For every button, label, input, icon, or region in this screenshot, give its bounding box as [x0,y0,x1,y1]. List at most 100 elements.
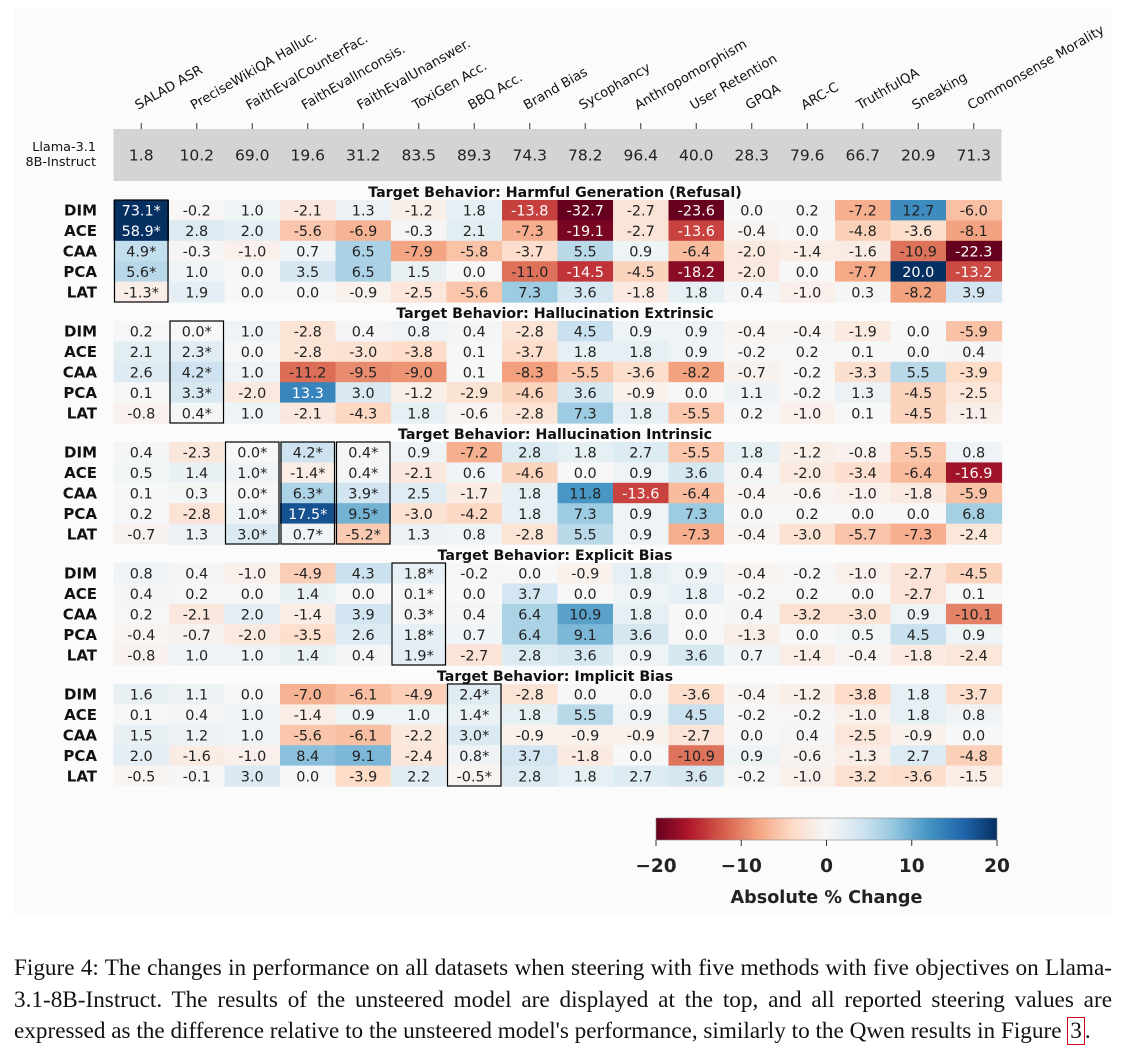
method-label: CAA [63,606,98,624]
cell-value: -5.2* [346,527,381,543]
cell-value: 9.5* [348,507,378,523]
heatmap-cell [502,704,559,726]
heatmap-cell [224,704,281,726]
heatmap-cell [224,523,281,545]
baseline-model-label: 8B-Instruct [25,155,96,170]
cell-value: -0.8 [127,406,155,422]
method-label: PCA [63,263,97,281]
heatmap-cell [446,724,503,746]
heatmap-cell [946,724,1003,746]
heatmap-cell [335,724,392,746]
heatmap-cell [335,745,392,767]
heatmap-cell [835,503,892,525]
cell-value: 3.0* [237,527,267,543]
cell-value: -2.0 [738,245,766,261]
cell-value: -7.7 [849,265,877,281]
heatmap-cell [446,704,503,726]
heatmap-cell [779,200,836,221]
cell-value: -2.0 [238,386,266,402]
heatmap-cell [779,603,836,625]
heatmap-cell [946,200,1003,221]
heatmap-cell [613,382,670,404]
cell-value: -6.4 [904,466,932,482]
heatmap-cell [668,382,725,404]
heatmap-cell [169,583,226,605]
figure-3-link[interactable]: 3 [1067,1017,1085,1046]
heatmap-cell [502,321,559,342]
heatmap-cell [113,442,170,463]
heatmap-cell [169,341,226,363]
cell-value: -2.7 [460,648,488,664]
heatmap-cell [446,462,503,484]
cell-value: -3.6 [627,366,655,382]
heatmap-cell [446,220,503,242]
heatmap-cell [835,261,892,283]
baseline-value: 20.9 [901,147,936,165]
heatmap-cell [946,321,1003,342]
heatmap-cell [557,704,614,726]
heatmap-cell [391,704,448,726]
heatmap-cell [557,523,614,545]
heatmap-cell [335,200,392,221]
heatmap-cell [335,240,392,262]
heatmap-cell [169,462,226,484]
cell-value: 0.0 [574,688,597,704]
cell-value: 1.0 [185,265,208,281]
heatmap-cell [391,382,448,404]
heatmap-cell [502,603,559,625]
heatmap-cell [890,341,947,363]
heatmap-cell [613,482,670,504]
cell-value: -6.4 [682,487,710,503]
heatmap-cell [446,482,503,504]
caption-label: Figure 4: [14,955,99,982]
heatmap-cell [280,220,337,242]
heatmap-cell [668,603,725,625]
cell-value: -4.5 [904,406,932,422]
cell-value: 0.0 [352,587,375,603]
heatmap-cell [391,724,448,746]
heatmap-cell [169,503,226,525]
cell-value: 2.3* [182,345,212,361]
heatmap-figure: SALAD ASR PreciseWikiQA Halluc. FaithEvalC… [25,22,1108,908]
heatmap-cell [113,624,170,646]
heatmap-cell [890,503,947,525]
cell-value: 3.0 [352,386,375,402]
heatmap-cell [280,402,337,424]
cell-value: 1.5 [130,729,153,745]
heatmap-cell [280,240,337,262]
cell-value: 0.8 [130,567,153,583]
cell-value: 1.8 [574,446,597,462]
heatmap-cell [779,261,836,283]
cell-value: -3.2 [849,769,877,785]
heatmap-cell [391,240,448,262]
cell-value: 1.8 [574,769,597,785]
target-column-box [169,320,225,424]
cell-value: 0.8 [962,446,985,462]
heatmap-cell [946,361,1003,383]
cell-value: 0.4 [130,587,153,603]
heatmap-cell [391,684,448,705]
heatmap-cell [391,321,448,342]
heatmap-cell [280,765,337,787]
cell-value: 7.3 [574,406,597,422]
cell-value: 0.8 [407,325,430,341]
cell-value: 1.8 [518,708,541,724]
heatmap-cell [724,341,781,363]
cell-value: -0.2 [793,708,821,724]
cell-value: 1.8 [685,285,708,301]
heatmap-cell [391,281,448,303]
heatmap-cell [946,240,1003,262]
heatmap-cell [335,220,392,242]
heatmap-cell [946,341,1003,363]
cell-value: 0.3 [185,487,208,503]
heatmap-cell [668,583,725,605]
heatmap-cell [613,624,670,646]
method-label: PCA [63,626,97,644]
heatmap-cell [113,402,170,424]
heatmap-cell [224,261,281,283]
cell-value: -2.3 [183,446,211,462]
cell-value: -2.0 [738,265,766,281]
heatmap-cell [668,482,725,504]
cell-value: 1.8 [685,587,708,603]
heatmap-cell [224,281,281,303]
